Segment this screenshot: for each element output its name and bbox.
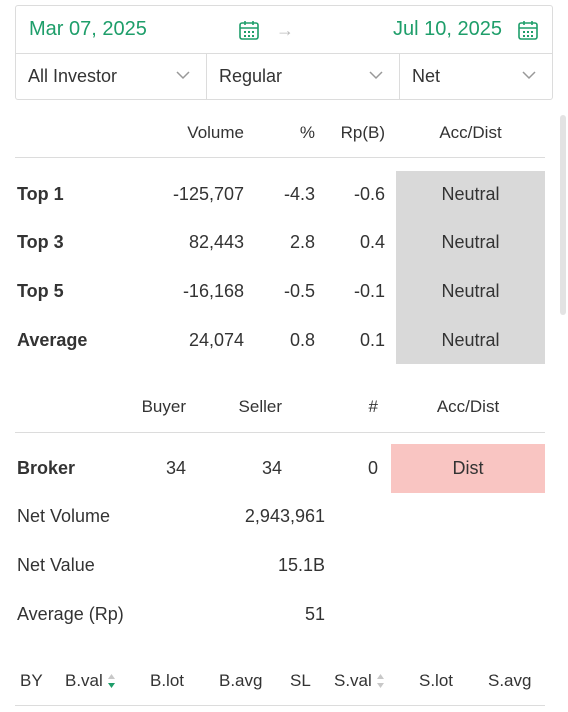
type-select-value: Regular xyxy=(219,66,283,86)
arrow-right-icon: → xyxy=(276,20,294,40)
sort-icon[interactable] xyxy=(107,673,116,689)
divider xyxy=(15,705,545,706)
row-label-average: Average xyxy=(17,330,88,350)
net-value-label: Net Value xyxy=(17,555,95,575)
end-date[interactable]: Jul 10, 2025 xyxy=(393,18,502,40)
broker-label: Broker xyxy=(17,458,76,478)
select-row: All Investor Regular Net xyxy=(16,54,552,99)
row-pct-top3: 2.8 xyxy=(289,232,315,252)
header-accdist: Acc/Dist xyxy=(439,123,502,142)
mode-select-value: Net xyxy=(412,66,441,86)
col-bval[interactable]: B.val xyxy=(65,671,103,690)
chevron-down-icon xyxy=(176,71,190,80)
scrollbar[interactable] xyxy=(560,115,566,315)
row-accdist-top5: Neutral xyxy=(441,281,500,301)
col-bavg[interactable]: B.avg xyxy=(219,671,263,690)
col-slot[interactable]: S.lot xyxy=(419,671,454,690)
row-label-top5: Top 5 xyxy=(17,281,64,301)
row-rp-top1: -0.6 xyxy=(353,184,385,204)
row-rp-top5: -0.1 xyxy=(353,281,385,301)
mode-select[interactable]: Net xyxy=(400,54,552,99)
header-rp: Rp(B) xyxy=(340,123,385,142)
header-buyer: Buyer xyxy=(141,397,186,416)
header-count: # xyxy=(368,397,378,416)
col-blot[interactable]: B.lot xyxy=(150,671,185,690)
row-rp-top3: 0.4 xyxy=(359,232,385,252)
row-accdist-average: Neutral xyxy=(441,330,500,350)
header-volume: Volume xyxy=(187,123,244,142)
row-pct-top1: -4.3 xyxy=(283,184,315,204)
col-by[interactable]: BY xyxy=(20,671,43,690)
col-sval[interactable]: S.val xyxy=(334,671,372,690)
sort-icon[interactable] xyxy=(376,673,385,689)
row-accdist-top3: Neutral xyxy=(441,232,500,252)
filter-panel: Mar 07, 2025 → Jul 10, 2025 xyxy=(15,5,553,100)
col-sl[interactable]: SL xyxy=(290,671,311,690)
row-label-top1: Top 1 xyxy=(17,184,64,204)
net-volume-value: 2,943,961 xyxy=(244,506,325,526)
row-rp-average: 0.1 xyxy=(359,330,385,350)
divider xyxy=(15,432,545,433)
type-select[interactable]: Regular xyxy=(207,54,400,99)
broker-accdist: Dist xyxy=(452,458,484,478)
row-label-top3: Top 3 xyxy=(17,232,64,252)
header-pct: % xyxy=(299,123,315,142)
chevron-down-icon xyxy=(369,71,383,80)
calendar-icon[interactable] xyxy=(517,19,539,41)
header-broker-accdist: Acc/Dist xyxy=(436,397,500,416)
row-volume-top1: -125,707 xyxy=(172,184,244,204)
investor-select[interactable]: All Investor xyxy=(16,54,207,99)
date-range: Mar 07, 2025 → Jul 10, 2025 xyxy=(16,6,552,54)
header-seller: Seller xyxy=(238,397,282,416)
row-pct-top5: -0.5 xyxy=(283,281,315,301)
accdist-neutral-bg xyxy=(396,171,545,364)
broker-count: 0 xyxy=(367,458,378,478)
accdist-dist-bg xyxy=(391,444,545,493)
net-volume-label: Net Volume xyxy=(17,506,111,526)
broker-seller: 34 xyxy=(261,458,282,478)
row-accdist-top1: Neutral xyxy=(441,184,500,204)
calendar-icon[interactable] xyxy=(238,19,260,41)
divider xyxy=(15,157,545,158)
row-pct-average: 0.8 xyxy=(289,330,315,350)
row-volume-top3: 82,443 xyxy=(188,232,244,252)
row-volume-average: 24,074 xyxy=(188,330,244,350)
average-label: Average (Rp) xyxy=(17,604,124,624)
net-value-value: 15.1B xyxy=(277,555,325,575)
broker-buyer: 34 xyxy=(165,458,186,478)
start-date[interactable]: Mar 07, 2025 xyxy=(29,18,147,40)
col-savg[interactable]: S.avg xyxy=(488,671,532,690)
investor-select-value: All Investor xyxy=(28,66,118,86)
row-volume-top5: -16,168 xyxy=(182,281,244,301)
average-value: 51 xyxy=(304,604,325,624)
chevron-down-icon xyxy=(522,71,536,80)
